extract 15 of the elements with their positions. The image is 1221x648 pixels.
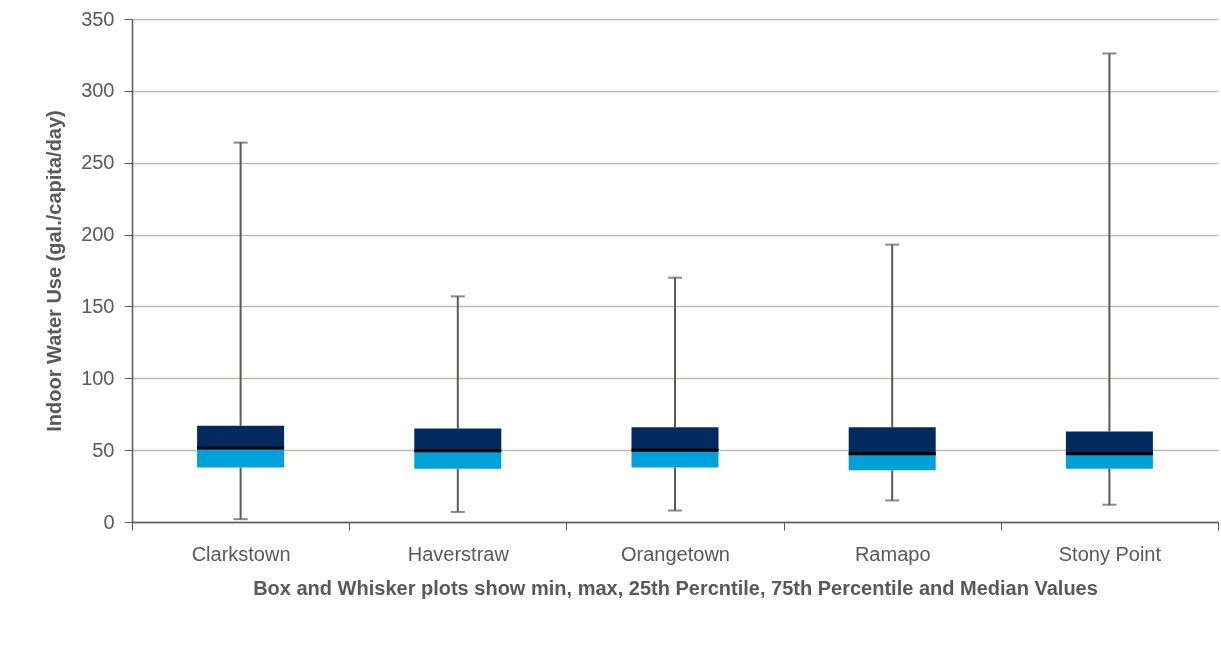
- y-tick-label: 150: [81, 294, 115, 317]
- x-axis-title: Box and Whisker plots show min, max, 25th Percntile, 75th Percentile and Median Values: [253, 576, 1098, 599]
- y-tick-label: 0: [103, 510, 115, 533]
- x-tick-label: Orangetown: [621, 542, 730, 565]
- x-tick-label: Ramapo: [854, 542, 931, 565]
- y-tick-label: 100: [81, 366, 115, 389]
- y-tick-label: 200: [81, 223, 115, 246]
- y-tick-label: 300: [81, 79, 115, 102]
- x-tick-label: Clarkstown: [191, 542, 291, 565]
- y-axis-title: Indoor Water Use (gal./capita/day): [43, 110, 66, 432]
- x-tick-label: Haverstraw: [407, 542, 510, 565]
- y-tick-label: 50: [92, 438, 115, 461]
- x-tick-label: Stony Point: [1058, 542, 1162, 565]
- y-tick-label: 350: [81, 7, 115, 30]
- y-tick-label: 250: [81, 151, 115, 174]
